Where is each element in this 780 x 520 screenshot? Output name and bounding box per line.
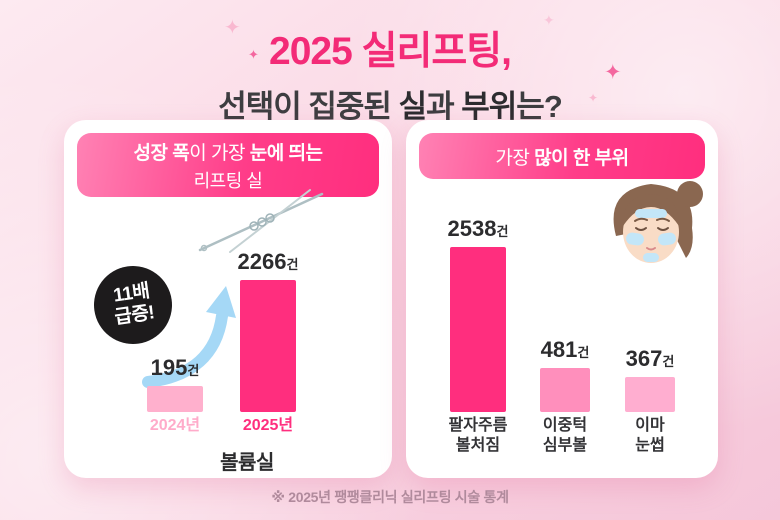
hdr-bold: 성장 폭 xyxy=(133,142,190,164)
sparkle-icon: ✦ xyxy=(604,61,622,84)
category-label-2025: 2025년 xyxy=(242,417,294,434)
value-number: 367 xyxy=(625,345,663,371)
value-number: 481 xyxy=(540,337,578,363)
card-lifting-thread: 성장 폭이 가장 눈에 띄는 리프팅 실 11배 급증! 195건 2266건 … xyxy=(64,120,392,478)
right-header-line1: 가장 많이 한 부위 xyxy=(495,143,629,170)
subtitle-seg: 과 xyxy=(426,89,462,124)
face-illustration xyxy=(613,181,703,263)
value-number: 2538 xyxy=(447,216,497,241)
left-header-line2: 리프팅 실 xyxy=(193,170,263,191)
value-number: 195 xyxy=(150,355,188,380)
category-label-nasolabial: 팔자주름 볼처짐 xyxy=(448,417,508,454)
bar-group-double-chin: 481건 xyxy=(520,337,610,412)
sparkle-icon: ✦ xyxy=(588,91,599,105)
value-number: 2266 xyxy=(237,249,287,274)
bar-group-2024: 195건 xyxy=(130,355,220,412)
bar-group-nasolabial: 2538건 xyxy=(433,216,523,412)
series-label-volume-thread: 볼륨실 xyxy=(220,452,274,474)
subtitle-bold-area: 부위 xyxy=(461,89,517,124)
bar-value-2025: 2266건 xyxy=(238,249,299,275)
bar-value-forehead: 367건 xyxy=(626,346,675,372)
category-label-double-chin: 이중턱 심부볼 xyxy=(542,417,588,454)
bar-group-forehead: 367건 xyxy=(605,346,695,412)
source-footnote: ※ 2025년 팽팽클리닉 실리프팅 시술 통계 xyxy=(271,489,509,505)
bar-2024 xyxy=(147,386,203,412)
sparkle-icon: ✦ xyxy=(248,47,259,62)
sparkle-icon: ✦ xyxy=(543,12,555,28)
right-card-header: 가장 많이 한 부위 xyxy=(419,133,705,179)
sparkle-icon: ✦ xyxy=(224,17,241,39)
bar-forehead xyxy=(625,376,675,412)
bar-2025 xyxy=(240,280,296,412)
category-label-forehead: 이마 눈썹 xyxy=(635,417,665,454)
subtitle-seg: 는? xyxy=(516,89,562,124)
page-title: 2025 실리프팅, 선택이 집중된 실과 부위는? xyxy=(0,20,780,126)
value-unit: 건 xyxy=(496,224,509,239)
value-unit: 건 xyxy=(577,345,590,361)
hdr-bold: 눈에 띄는 xyxy=(249,142,323,164)
category-label-2024: 2024년 xyxy=(149,417,201,434)
hdr-seg: 이 가장 xyxy=(189,142,250,164)
bar-value-nasolabial: 2538건 xyxy=(448,216,509,242)
hdr-bold: 많이 한 부위 xyxy=(534,147,629,169)
hdr-seg: 가장 xyxy=(495,147,535,169)
value-unit: 건 xyxy=(662,353,675,369)
left-header-line1: 성장 폭이 가장 눈에 띄는 xyxy=(134,138,323,165)
subtitle-seg: 선택이 집중된 xyxy=(218,89,399,124)
bar-double-chin xyxy=(540,368,590,412)
value-unit: 건 xyxy=(187,363,200,378)
thread-needle-illustration xyxy=(198,189,324,253)
subtitle-bold-thread: 실 xyxy=(398,89,428,124)
growth-arrow-icon xyxy=(142,286,236,388)
bar-value-double-chin: 481건 xyxy=(541,337,590,363)
card-top-areas: 가장 많이 한 부위 2538건 481건 367건 팔자주름 볼처짐 이중턱 … xyxy=(406,120,718,478)
bar-value-2024: 195건 xyxy=(151,355,200,381)
bar-group-2025: 2266건 xyxy=(223,249,313,412)
left-card-header: 성장 폭이 가장 눈에 띄는 리프팅 실 xyxy=(77,133,379,197)
title-main: 2025 실리프팅, xyxy=(269,30,512,73)
title-subtitle: 선택이 집중된 실과 부위는? xyxy=(0,81,780,126)
value-unit: 건 xyxy=(286,257,299,272)
bar-nasolabial xyxy=(450,247,506,412)
